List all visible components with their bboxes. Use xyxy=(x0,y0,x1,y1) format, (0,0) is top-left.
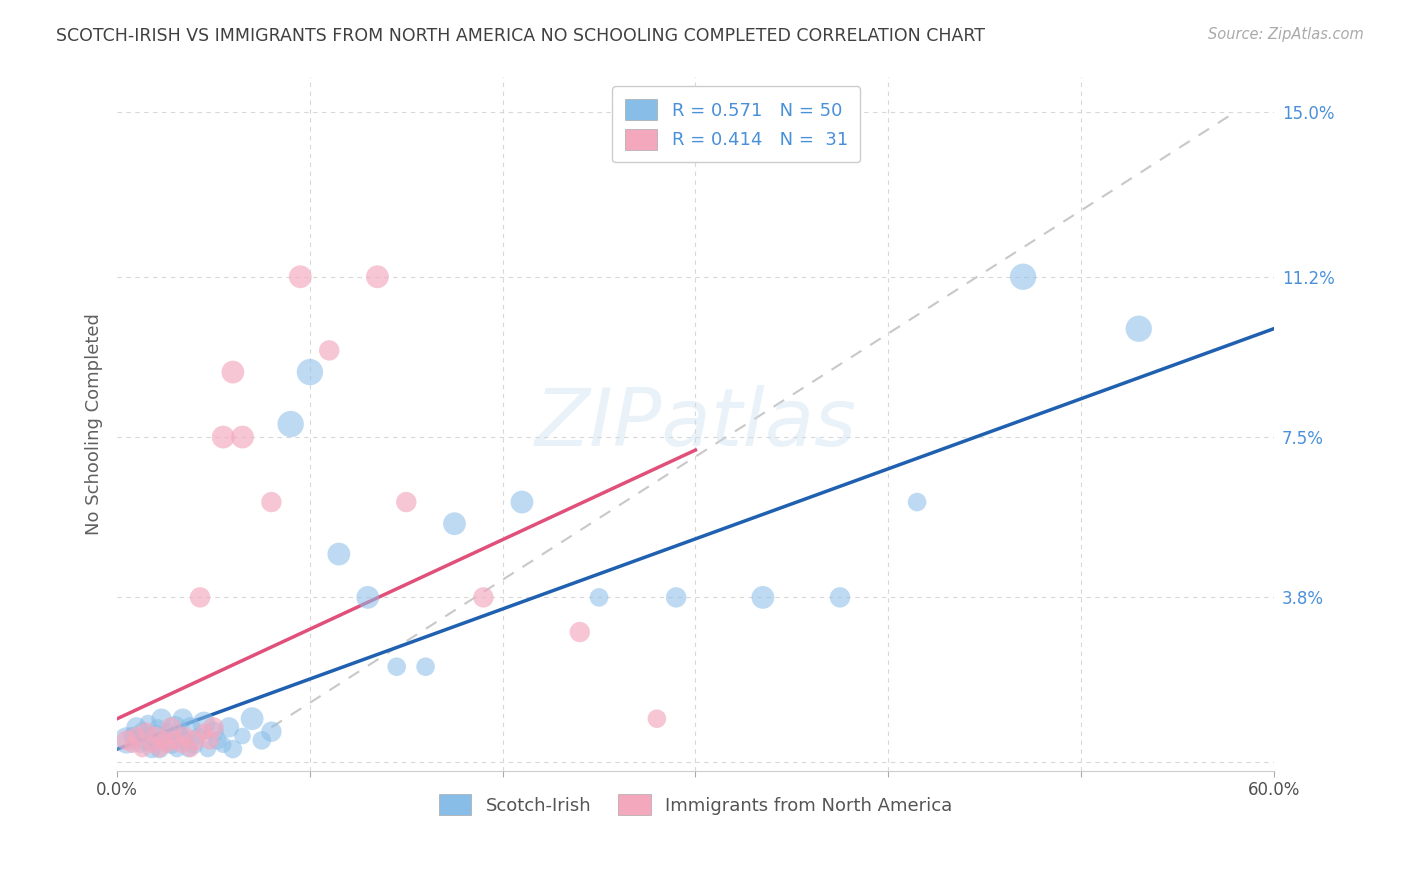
Point xyxy=(115,733,138,747)
Legend: Scotch-Irish, Immigrants from North America: Scotch-Irish, Immigrants from North Amer… xyxy=(429,785,962,824)
Point xyxy=(183,738,205,752)
Point xyxy=(260,724,283,739)
Point xyxy=(131,724,153,739)
Point xyxy=(472,591,495,605)
Point xyxy=(207,733,229,747)
Point xyxy=(1128,322,1150,336)
Point xyxy=(145,729,167,743)
Point xyxy=(588,591,610,605)
Point xyxy=(222,365,245,379)
Point xyxy=(665,591,688,605)
Point xyxy=(1012,269,1035,284)
Point xyxy=(135,733,157,747)
Point xyxy=(328,547,350,561)
Point xyxy=(121,729,143,743)
Point xyxy=(905,495,928,509)
Point xyxy=(149,742,172,756)
Text: Source: ZipAtlas.com: Source: ZipAtlas.com xyxy=(1208,27,1364,42)
Point xyxy=(157,724,180,739)
Point xyxy=(170,738,193,752)
Point xyxy=(193,716,215,731)
Text: SCOTCH-IRISH VS IMMIGRANTS FROM NORTH AMERICA NO SCHOOLING COMPLETED CORRELATION: SCOTCH-IRISH VS IMMIGRANTS FROM NORTH AM… xyxy=(56,27,986,45)
Point xyxy=(166,742,188,756)
Point xyxy=(510,495,533,509)
Point xyxy=(280,417,302,431)
Point xyxy=(177,742,200,756)
Point xyxy=(160,720,183,734)
Point xyxy=(187,729,209,743)
Point xyxy=(828,591,851,605)
Point xyxy=(568,625,591,640)
Point xyxy=(240,712,263,726)
Point xyxy=(250,733,273,747)
Point xyxy=(298,365,321,379)
Point xyxy=(179,720,201,734)
Point xyxy=(212,738,235,752)
Point xyxy=(129,738,152,752)
Point xyxy=(443,516,465,531)
Point xyxy=(145,729,167,743)
Point xyxy=(136,716,159,731)
Point xyxy=(131,742,153,756)
Point xyxy=(121,738,143,752)
Text: ZIPatlas: ZIPatlas xyxy=(534,385,856,463)
Point xyxy=(141,738,163,752)
Point xyxy=(179,742,201,756)
Point xyxy=(135,724,157,739)
Point xyxy=(150,712,173,726)
Point xyxy=(125,720,148,734)
Point xyxy=(115,733,138,747)
Point xyxy=(645,712,668,726)
Point xyxy=(260,495,283,509)
Point xyxy=(163,720,186,734)
Point xyxy=(172,712,194,726)
Point xyxy=(173,733,195,747)
Point xyxy=(156,738,179,752)
Point xyxy=(395,495,418,509)
Point xyxy=(218,720,240,734)
Point xyxy=(197,742,219,756)
Point xyxy=(231,729,253,743)
Point xyxy=(183,733,205,747)
Point xyxy=(357,591,380,605)
Point xyxy=(385,659,408,673)
Point xyxy=(155,733,177,747)
Point xyxy=(173,729,195,743)
Point xyxy=(202,720,225,734)
Point xyxy=(163,733,186,747)
Y-axis label: No Schooling Completed: No Schooling Completed xyxy=(86,313,103,535)
Point xyxy=(366,269,388,284)
Point xyxy=(198,733,221,747)
Point xyxy=(415,659,437,673)
Point xyxy=(152,733,174,747)
Point xyxy=(170,729,193,743)
Point xyxy=(222,742,245,756)
Point xyxy=(290,269,312,284)
Point xyxy=(149,742,172,756)
Point xyxy=(231,430,253,444)
Point xyxy=(202,724,225,739)
Point xyxy=(193,724,215,739)
Point xyxy=(125,729,148,743)
Point xyxy=(188,591,211,605)
Point xyxy=(212,430,235,444)
Point xyxy=(141,742,163,756)
Point xyxy=(146,720,169,734)
Point xyxy=(160,738,183,752)
Point xyxy=(752,591,775,605)
Point xyxy=(318,343,340,358)
